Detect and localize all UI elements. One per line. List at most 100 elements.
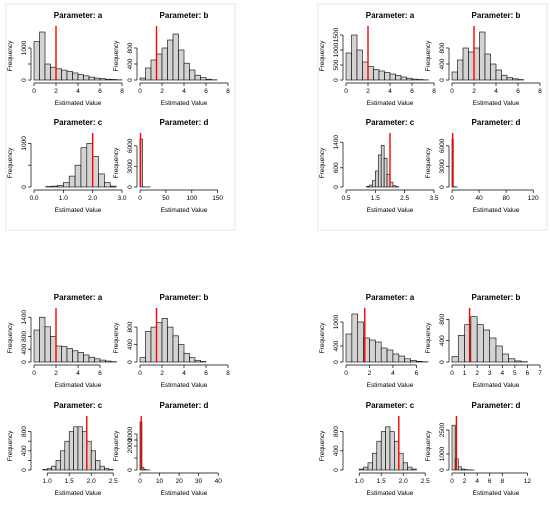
x-axis-label: Estimated Value — [55, 100, 102, 107]
y-tick-label: 400 — [21, 445, 28, 456]
chart-title: Parameter: c — [54, 401, 103, 410]
x-tick-label: 2 — [54, 370, 58, 377]
histogram-bar — [183, 352, 190, 363]
x-axis-label: Estimated Value — [161, 382, 208, 389]
histogram-bar — [479, 31, 486, 81]
x-axis-label: Estimated Value — [161, 490, 208, 497]
histogram-bar — [451, 71, 458, 81]
chart-title: Parameter: c — [54, 118, 103, 127]
histogram-bar — [64, 440, 70, 471]
x-tick-label: 2 — [472, 88, 476, 95]
histogram-panel: Parameter: d 0 50 100 150 Estimated Value 0 300… — [113, 118, 223, 214]
histogram-bar — [416, 361, 423, 363]
x-tick-label: 0 — [32, 370, 36, 377]
histogram-bar — [205, 78, 212, 81]
y-tick-label: 1000 — [333, 42, 340, 57]
x-tick-label: 2 — [54, 88, 58, 95]
x-axis-label: Estimated Value — [367, 207, 414, 214]
y-tick-label: 800 — [127, 42, 134, 53]
x-tick-label: 6 — [415, 370, 419, 377]
histogram-bar — [372, 180, 376, 188]
y-tick-label: 600 — [333, 162, 340, 173]
histogram-bar — [462, 47, 469, 81]
histogram-bar — [351, 34, 358, 81]
histogram-bar — [457, 59, 464, 81]
histogram-bar — [94, 358, 101, 363]
x-tick-label: 1.5 — [377, 478, 386, 485]
histogram-bar — [99, 78, 106, 81]
histogram-bar — [77, 426, 83, 471]
histogram-bar — [357, 321, 364, 363]
histogram-bar — [392, 353, 400, 363]
histogram-bar — [50, 336, 57, 363]
histogram-bar — [94, 77, 101, 81]
y-tick-label: 1500 — [333, 27, 340, 42]
histogram-panel: Parameter: b 0 2 4 6 8 Estimated Value 0 400 800 F… — [113, 293, 230, 389]
histogram-bar — [109, 185, 117, 188]
histogram-bar — [376, 440, 382, 471]
x-tick-label: 80 — [503, 195, 511, 202]
histogram-bar — [373, 69, 380, 81]
chart-title: Parameter: a — [54, 293, 103, 302]
histogram-bar — [161, 318, 168, 363]
x-tick-label: 0 — [32, 88, 36, 95]
x-tick-label: 1.5 — [371, 195, 380, 202]
histogram-bar — [484, 53, 491, 81]
y-tick-label: 2500 — [439, 422, 446, 437]
x-axis-label: Estimated Value — [55, 382, 102, 389]
x-tick-label: 0 — [450, 478, 454, 485]
histogram-panel: Parameter: c 0.0 1.0 2.0 3.0 Estimated Value 0… — [7, 118, 127, 214]
histogram-bar — [345, 333, 353, 363]
y-tick-label: 0 — [21, 78, 28, 82]
y-tick-label: 800 — [439, 314, 446, 325]
histogram-bar — [470, 316, 478, 363]
histogram-bar — [99, 359, 106, 363]
histogram-bar — [55, 460, 61, 471]
x-axis-label: Estimated Value — [473, 382, 520, 389]
histogram-bar — [104, 468, 110, 471]
histogram-panel: Parameter: d 0 2 4 6 8 12 Estimated Value 0 1000 2… — [425, 401, 531, 497]
histogram-bar — [172, 33, 179, 81]
histogram-bar — [50, 66, 57, 81]
histogram-bar — [476, 324, 484, 363]
x-tick-label: 0 — [138, 370, 142, 377]
histogram-bar — [51, 465, 57, 471]
y-tick-label: 0 — [333, 468, 340, 472]
x-tick-label: 6 — [98, 88, 102, 95]
x-tick-label: 4 — [182, 88, 186, 95]
histogram-bar — [386, 349, 394, 363]
x-tick-label: 150 — [212, 195, 223, 202]
histogram-panel: Parameter: c 1.0 1.5 2.0 2.5 Estimated Value 0… — [7, 401, 118, 497]
histogram-bar — [55, 68, 62, 81]
chart-title: Parameter: a — [366, 293, 415, 302]
y-tick-label: 0 — [21, 360, 28, 364]
y-axis-label: Frequency — [7, 147, 14, 178]
x-tick-label: 2.5 — [400, 195, 409, 202]
histogram-bar — [99, 465, 105, 471]
x-axis-label: Estimated Value — [55, 490, 102, 497]
x-tick-label: 2.5 — [109, 478, 118, 485]
histogram-bar — [366, 186, 370, 188]
x-tick-label: 0.5 — [341, 195, 350, 202]
histogram-bar — [167, 326, 174, 363]
x-tick-label: 2 — [475, 370, 479, 377]
y-tick-label: 1000 — [333, 314, 340, 329]
histogram-bar — [150, 59, 157, 81]
histogram-bar — [39, 316, 46, 363]
y-axis-label: Frequency — [113, 40, 120, 71]
y-tick-label: 400 — [127, 58, 134, 69]
x-tick-label: 4 — [182, 370, 186, 377]
y-axis-label: Frequency — [425, 147, 432, 178]
histogram-bar — [189, 357, 196, 363]
y-axis-label: Frequency — [7, 40, 14, 71]
histogram-bar — [514, 360, 522, 363]
histogram-bar — [156, 322, 163, 363]
histogram-bar — [411, 78, 418, 81]
histogram-bar — [72, 350, 79, 363]
histogram-bar — [104, 182, 111, 188]
x-tick-label: 4 — [76, 370, 80, 377]
histogram-bar — [83, 75, 90, 81]
chart-title: Parameter: d — [160, 118, 209, 127]
chart-title: Parameter: a — [366, 11, 415, 20]
